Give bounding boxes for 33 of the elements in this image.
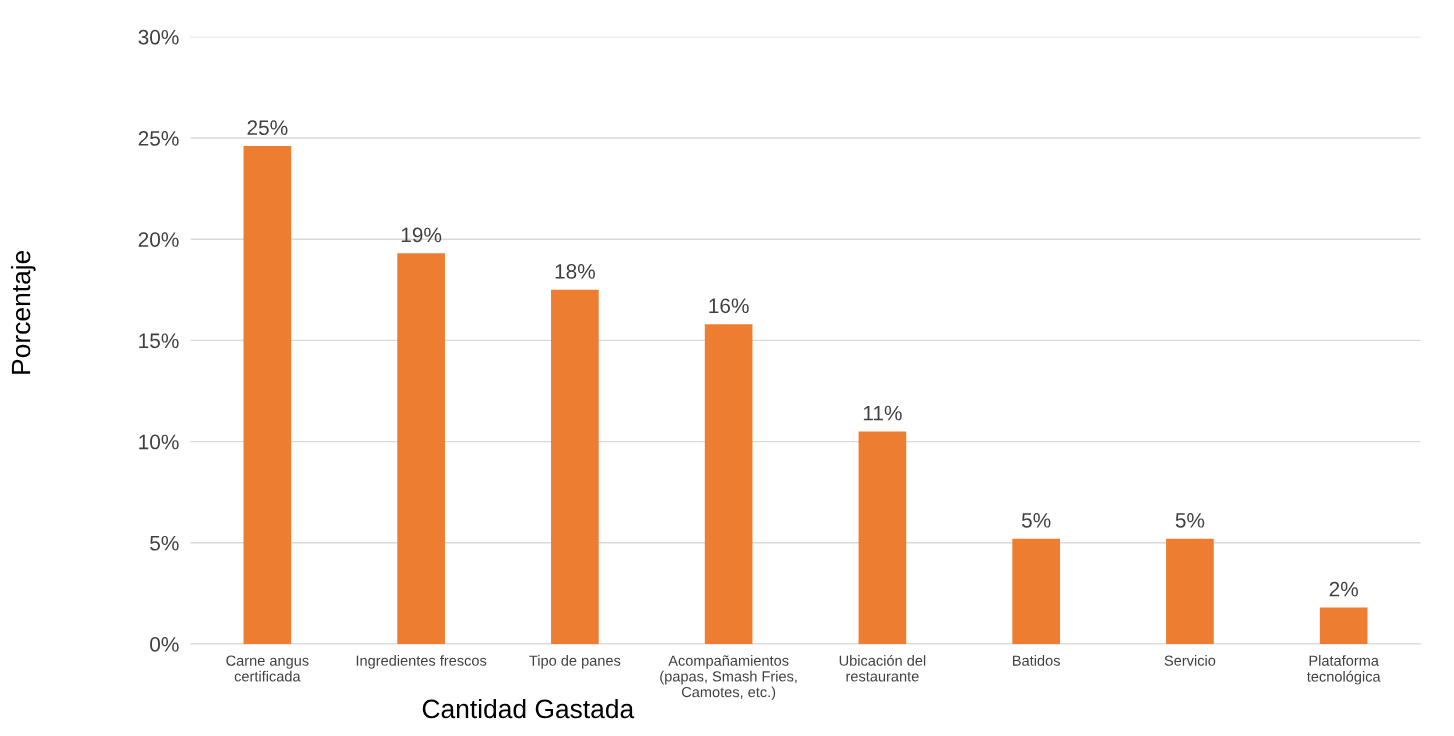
bar xyxy=(243,146,292,644)
data-label: 5% xyxy=(1175,513,1205,528)
data-label: 2% xyxy=(1329,581,1358,597)
data-label: 16% xyxy=(709,298,749,314)
data-label: 11% xyxy=(863,405,902,421)
bar xyxy=(1012,538,1060,644)
data-label: 5% xyxy=(1021,513,1051,528)
y-tick-label: 0% xyxy=(150,637,179,652)
x-axis-title: Cantidad Gastada xyxy=(422,698,635,719)
y-tick-label: 25% xyxy=(138,131,179,146)
x-tick-label: Servicio xyxy=(1164,655,1216,666)
bar xyxy=(858,431,907,644)
y-tick-label: 5% xyxy=(150,535,179,551)
x-tick-label: Carne angus certificada xyxy=(226,655,309,682)
x-tick-label: Tipo de panes xyxy=(529,655,621,669)
data-label: 18% xyxy=(555,263,595,279)
bar xyxy=(1319,607,1368,644)
y-tick-label: 15% xyxy=(139,333,179,349)
bar xyxy=(551,289,599,644)
x-tick-label: Ingredientes frescos xyxy=(356,655,487,669)
bar xyxy=(704,324,753,644)
bar xyxy=(1166,538,1214,644)
y-tick-label: 20% xyxy=(138,232,179,247)
data-label: 25% xyxy=(247,120,288,136)
y-tick-label: 10% xyxy=(139,434,179,450)
y-axis-title: Porcentaje xyxy=(10,250,36,374)
x-tick-label: Batidos xyxy=(1013,655,1060,666)
x-tick-label: Acompañamientos (papas, Smash Fries, Camotes, etc.) xyxy=(660,655,797,701)
data-label: 19% xyxy=(401,227,442,243)
bar xyxy=(397,253,445,644)
x-tick-label: Plataforma tecnológica xyxy=(1307,655,1381,685)
y-tick-label: 30% xyxy=(138,29,179,45)
x-tick-label: Ubicación del restaurante xyxy=(839,654,926,682)
